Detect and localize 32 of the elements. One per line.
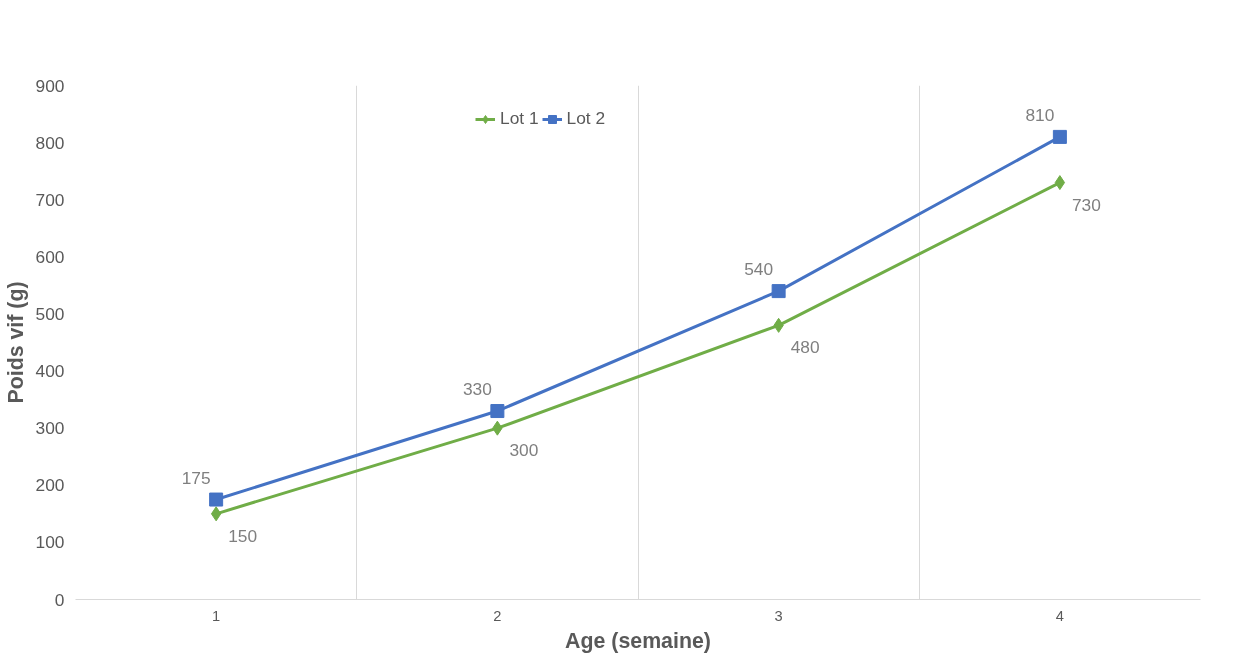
data-label: 300 [509, 440, 539, 461]
x-tick-label: 2 [493, 607, 502, 624]
x-tick-label: 1 [212, 607, 221, 624]
data-label: 175 [181, 467, 211, 488]
x-axis-title: Age (semaine) [565, 628, 711, 653]
y-tick-label: 300 [35, 418, 65, 439]
point [1052, 129, 1067, 144]
x-tick-label: 4 [1055, 607, 1064, 624]
y-tick-label: 500 [35, 303, 65, 324]
y-tick-label: 0 [54, 589, 65, 610]
legend-label: Lot 2 [566, 108, 606, 129]
y-tick-label: 700 [35, 189, 65, 210]
point [1054, 175, 1066, 191]
y-tick-label: 600 [35, 246, 65, 267]
data-label: 330 [462, 379, 492, 400]
y-tick-label: 900 [35, 75, 65, 96]
y-axis-title: Poids vif (g) [3, 281, 28, 404]
data-label: 540 [744, 259, 774, 280]
data-label: 730 [1071, 194, 1101, 215]
point [490, 404, 505, 419]
point [209, 492, 224, 507]
data-label: 810 [1025, 104, 1055, 125]
y-tick-label: 800 [35, 132, 65, 153]
x-tick-label: 3 [774, 607, 783, 624]
data-label: 150 [228, 525, 258, 546]
point [771, 284, 786, 299]
y-tick-label: 200 [35, 475, 65, 496]
legend-label: Lot 1 [500, 108, 539, 129]
data-label: 480 [790, 337, 820, 358]
y-tick-label: 100 [35, 532, 65, 553]
point [210, 506, 222, 522]
y-tick-label: 400 [35, 361, 65, 382]
